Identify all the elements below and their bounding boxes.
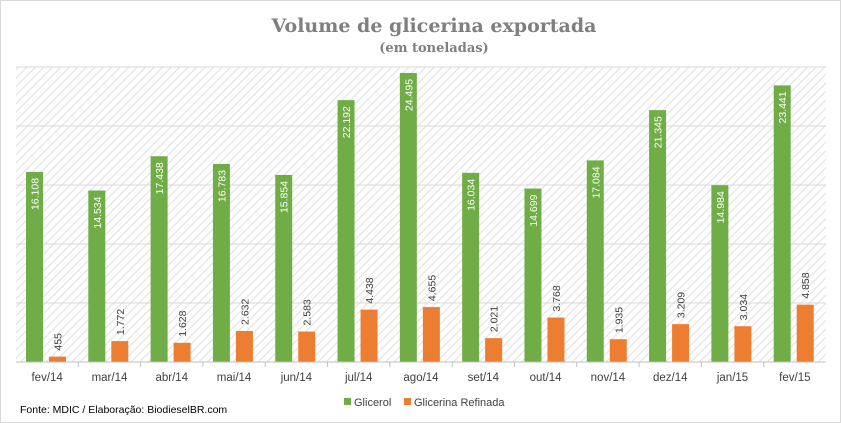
bar-glicerina-refinada (298, 331, 316, 362)
bar-glicerina-refinada (734, 326, 752, 362)
data-label-glicerina-refinada: 4.858 (800, 272, 812, 298)
bar-glicerina-refinada (111, 341, 129, 362)
x-tick-label: set/14 (468, 372, 500, 384)
bar-glicerol (711, 185, 729, 362)
bar-glicerina-refinada (796, 304, 814, 362)
bar-glicerol (399, 72, 417, 363)
data-label-glicerina-refinada: 3.034 (738, 294, 750, 320)
legend: Glicerol Glicerina Refinada (344, 397, 505, 409)
data-label-glicerol: 16.034 (466, 179, 478, 211)
x-tick-label: dez/14 (653, 372, 688, 384)
bar-glicerol (337, 100, 355, 362)
data-label-glicerol: 14.534 (92, 196, 104, 228)
data-label-glicerina-refinada: 4.655 (426, 275, 438, 301)
bar-glicerol (586, 160, 604, 362)
x-tick-label: jun/14 (280, 372, 313, 384)
x-tick-label: jul/14 (344, 372, 373, 384)
data-label-glicerina-refinada: 455 (53, 333, 65, 351)
plot-area (16, 67, 826, 362)
data-label-glicerol: 23.441 (777, 91, 789, 123)
bar-glicerol (88, 190, 106, 362)
x-tick-label: fev/15 (779, 372, 810, 384)
x-tick-label: mar/14 (92, 372, 128, 384)
data-label-glicerina-refinada: 1.772 (115, 309, 127, 335)
bar-glicerol (773, 85, 791, 362)
bar-glicerina-refinada (360, 309, 378, 362)
data-label-glicerol: 16.108 (30, 178, 42, 210)
x-tick-label: fev/14 (31, 372, 63, 384)
bar-glicerina-refinada (49, 356, 66, 362)
x-tick-label: nov/14 (591, 372, 626, 384)
data-label-glicerina-refinada: 4.438 (364, 277, 376, 303)
source-note: Fonte: MDIC / Elaboração: BiodieselBR.co… (20, 404, 227, 416)
data-label-glicerol: 14.984 (715, 191, 727, 223)
data-label-glicerol: 24.495 (403, 79, 415, 111)
bar-glicerol (26, 171, 43, 362)
data-label-glicerina-refinada: 3.209 (676, 292, 688, 318)
data-label-glicerina-refinada: 1.935 (613, 307, 625, 333)
legend-label-glicerina-refinada: Glicerina Refinada (414, 397, 505, 409)
data-label-glicerol: 21.345 (653, 116, 665, 148)
bar-glicerina-refinada (173, 342, 191, 362)
data-label-glicerina-refinada: 1.628 (177, 310, 189, 336)
data-label-glicerol: 17.084 (590, 166, 602, 198)
bars (26, 72, 814, 363)
x-tick-label: mai/14 (217, 372, 252, 384)
x-tick-label: jan/15 (716, 372, 748, 384)
data-labels: 16.108 455 14.534 1.772 17.438 1.628 16.783 2.6… (30, 79, 813, 351)
data-label-glicerol: 22.192 (341, 106, 353, 138)
bar-glicerina-refinada (235, 330, 253, 362)
bar-glicerina-refinada (547, 317, 565, 362)
bar-glicerina-refinada (485, 338, 503, 362)
x-tick-label: out/14 (530, 372, 563, 384)
data-label-glicerina-refinada: 2.632 (239, 299, 251, 325)
bar-glicerol (150, 156, 168, 362)
chart-title: Volume de glicerina exportada (271, 15, 597, 37)
data-label-glicerol: 15.854 (279, 181, 291, 213)
data-label-glicerina-refinada: 2.021 (489, 306, 501, 332)
bar-glicerina-refinada (422, 307, 440, 362)
data-label-glicerol: 16.783 (216, 170, 228, 202)
legend-swatch-glicerina-refinada (404, 398, 411, 405)
data-label-glicerol: 17.438 (154, 162, 166, 194)
bar-glicerol (524, 188, 542, 362)
x-tick-label: abr/14 (155, 372, 188, 384)
chart-subtitle: (em toneladas) (379, 41, 488, 56)
x-tick-label: ago/14 (403, 372, 439, 384)
data-label-glicerina-refinada: 2.583 (302, 299, 314, 325)
data-label-glicerol: 14.699 (528, 194, 540, 226)
bar-glicerina-refinada (609, 339, 627, 362)
bar-glicerol (462, 172, 480, 362)
bar-glicerol (275, 174, 293, 362)
data-label-glicerina-refinada: 3.768 (551, 285, 563, 311)
bar-glicerina-refinada (672, 324, 690, 362)
legend-label-glicerol: Glicerol (354, 397, 391, 409)
x-axis-ticks: fev/14 mar/14 abr/14 mai/14 jun/14 jul/14 ago/… (31, 362, 811, 384)
bar-glicerol (649, 110, 667, 362)
bar-glicerol (212, 163, 230, 362)
legend-swatch-glicerol (344, 398, 351, 405)
